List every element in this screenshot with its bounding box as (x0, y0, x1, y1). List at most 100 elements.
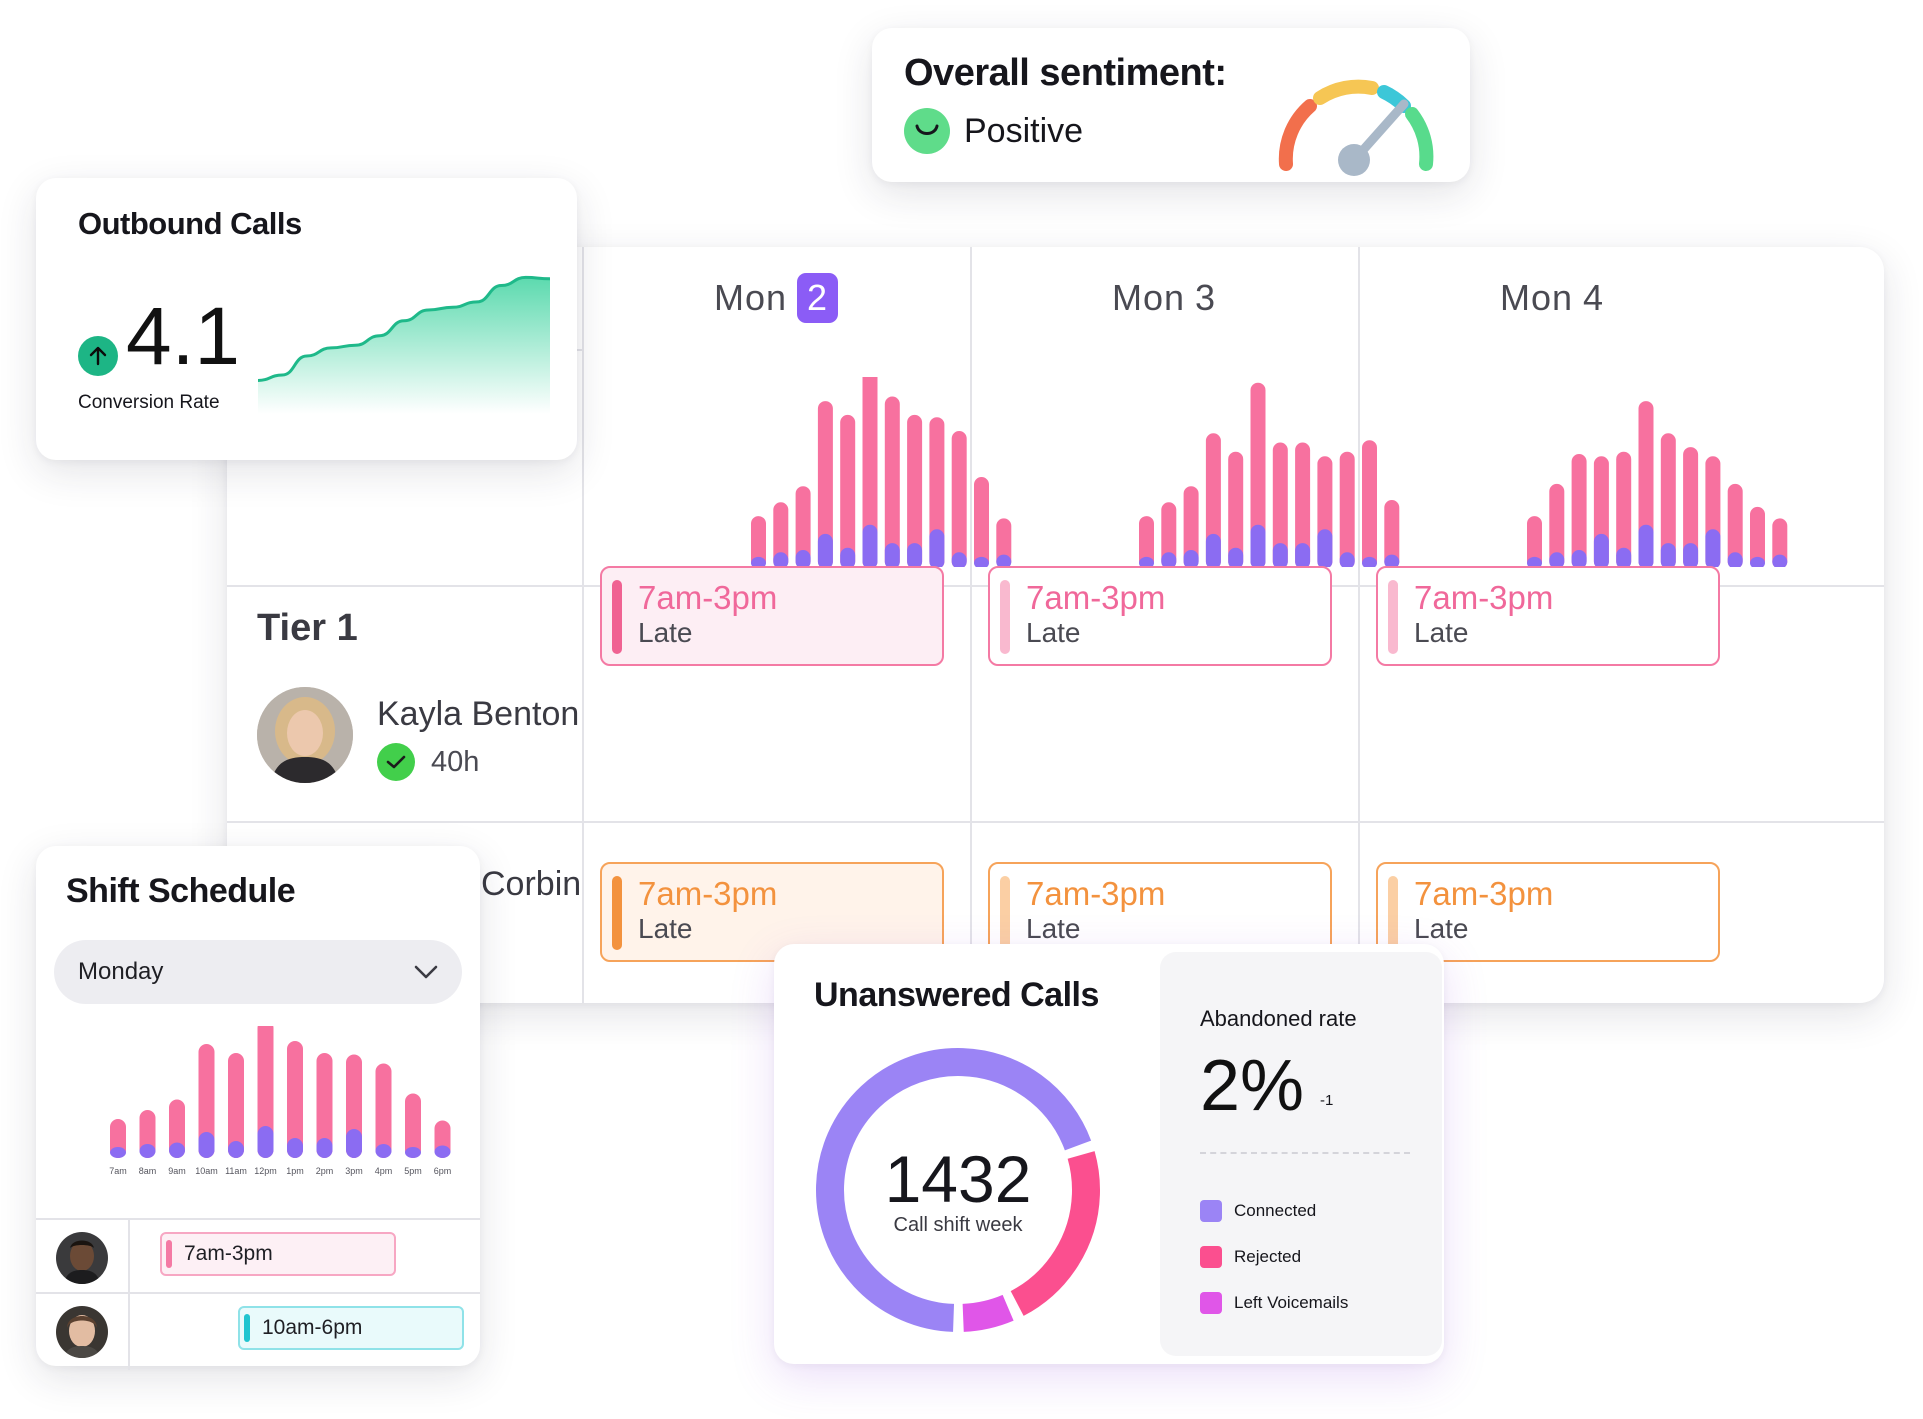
day-dropdown[interactable]: Monday (54, 940, 462, 1004)
day-name: Mon (1111, 277, 1185, 318)
bar-pink (1527, 516, 1542, 567)
day-number-badge: 2 (797, 273, 839, 323)
hour-tick-label: 4pm (375, 1166, 393, 1176)
day-name: Mon (1499, 277, 1573, 318)
shift-pill[interactable]: 10am-6pm (238, 1306, 464, 1350)
bar-purple (1295, 543, 1311, 567)
bar-pink (951, 431, 967, 567)
total-calls-label: Call shift week (893, 1213, 1023, 1236)
hour-tick-label: 6pm (434, 1166, 452, 1176)
bar-purple (1250, 524, 1266, 567)
day-volume-chart (1139, 382, 1400, 567)
bar-pink (1571, 454, 1587, 567)
bar-pink (405, 1093, 421, 1158)
hour-tick-label: 9am (168, 1166, 186, 1176)
bar-pink (862, 377, 878, 567)
agent-name: Kayla Benton (377, 695, 580, 733)
bar-pink (1339, 451, 1355, 567)
bar-purple (1549, 552, 1565, 567)
gauge-icon (1278, 79, 1434, 176)
bar-pink (228, 1053, 244, 1158)
bar-pink (1295, 442, 1311, 567)
bar-pink (198, 1044, 215, 1158)
bar-pink (1228, 451, 1244, 567)
bar-purple (1183, 550, 1199, 567)
hour-tick-label: 10am (195, 1166, 218, 1176)
bar-purple (1660, 543, 1676, 567)
bar-pink (1384, 500, 1400, 567)
bar-purple (1339, 552, 1355, 567)
bar-pink (1362, 440, 1377, 567)
bar-purple (1638, 524, 1654, 567)
bar-pink (169, 1099, 185, 1158)
avatar[interactable] (257, 687, 353, 783)
shift-time: 7am-3pm (1414, 579, 1554, 616)
bar-purple (1593, 533, 1609, 567)
shift-block[interactable]: 7am-3pm Late (1376, 566, 1720, 666)
bar-purple (907, 543, 923, 567)
day-header-3[interactable]: Mon 4 (1358, 273, 1746, 323)
hour-tick-label: 1pm (286, 1166, 304, 1176)
bar-purple (840, 547, 856, 567)
arrow-up-icon (78, 336, 118, 376)
tier-title: Tier 1 (257, 607, 358, 649)
outbound-calls-card: Outbound Calls 4.1 Conversion Rate (36, 178, 577, 460)
day-volume-chart (751, 377, 1012, 567)
donut-segment (816, 1048, 1100, 1332)
bar-purple (375, 1144, 392, 1158)
shift-time: 7am-3pm (1026, 579, 1166, 616)
grid-divider (582, 247, 584, 1003)
bar-purple (751, 556, 766, 567)
bar-purple (1750, 556, 1765, 567)
shift-pill[interactable]: 7am-3pm (160, 1232, 396, 1276)
bar-purple (1362, 556, 1377, 567)
shift-block[interactable]: 7am-3pm Late (988, 566, 1332, 666)
bar-purple (1727, 552, 1743, 567)
legend-swatch (1200, 1246, 1222, 1268)
bar-purple (434, 1145, 451, 1158)
bar-purple (287, 1138, 303, 1158)
bar-purple (1384, 554, 1400, 567)
schedule-volume-chart: 7am 8am 9am 10am 11am 12pm 1pm 2pm 3pm 4pm 5pm 6pm (109, 1026, 452, 1176)
outbound-title: Outbound Calls (78, 206, 302, 241)
legend-voicemails: Left Voicemails (1200, 1292, 1348, 1314)
grid-divider (227, 821, 1884, 823)
day-header-2[interactable]: Mon 3 (970, 273, 1358, 323)
unanswered-calls-card: Unanswered Calls 1432 Call shift week Ab… (774, 944, 1444, 1364)
bar-pink (1683, 447, 1699, 567)
bar-pink (840, 414, 856, 567)
day-volume-chart (1527, 401, 1788, 567)
bar-purple (405, 1147, 421, 1158)
dropdown-value: Monday (78, 958, 164, 985)
shift-time: 7am-3pm (638, 579, 778, 616)
bar-pink (1660, 433, 1676, 567)
hour-tick-label: 8am (139, 1166, 157, 1176)
bar-pink (929, 417, 945, 567)
calls-donut-chart (816, 1048, 1100, 1332)
schedule-title: Shift Schedule (66, 872, 296, 910)
bar-pink (817, 401, 833, 567)
avatar[interactable] (56, 1306, 108, 1358)
abandoned-label: Abandoned rate (1200, 1006, 1357, 1031)
bar-pink (773, 502, 789, 567)
sparkline-area (258, 277, 550, 414)
shift-block[interactable]: 7am-3pm Late (600, 566, 944, 666)
bar-purple (1527, 556, 1542, 567)
conversion-label: Conversion Rate (78, 392, 220, 413)
avatar[interactable] (56, 1232, 108, 1284)
bar-pink (316, 1053, 333, 1158)
bar-purple (974, 556, 989, 567)
bar-purple (169, 1142, 185, 1158)
bar-purple (198, 1132, 215, 1158)
donut-center: 1432 Call shift week (812, 1044, 1104, 1336)
legend-label: Rejected (1234, 1247, 1302, 1266)
legend-connected: Connected (1200, 1200, 1316, 1222)
agent-hours: 40h (377, 743, 479, 781)
day-header-1[interactable]: Mon 2 (582, 273, 970, 323)
abandoned-delta: -1 (1320, 1092, 1334, 1109)
shift-status: Late (1414, 617, 1469, 648)
agent-name: Corbin (481, 865, 582, 903)
bar-purple (1228, 547, 1244, 567)
shift-status: Late (638, 617, 693, 648)
hour-tick-label: 7am (109, 1166, 127, 1176)
